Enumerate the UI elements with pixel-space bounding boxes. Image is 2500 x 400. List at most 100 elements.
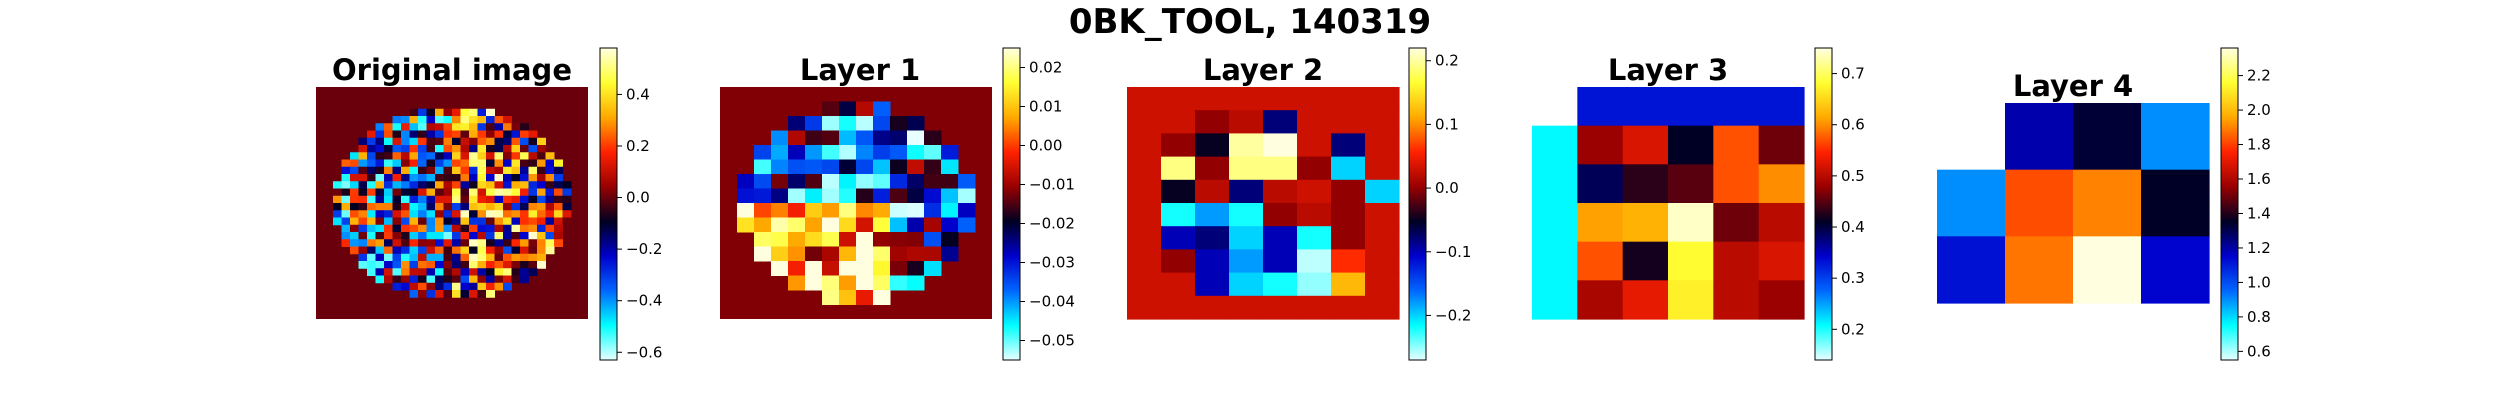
heatmap-cell [1263, 110, 1298, 134]
heatmap-cell [907, 159, 925, 175]
heatmap-cell [2141, 103, 2210, 171]
heatmap-cell [1758, 164, 1805, 204]
heatmap-cell [924, 232, 942, 247]
heatmap-cell [788, 232, 806, 247]
heatmap-cell [443, 116, 453, 124]
heatmap-cell [392, 282, 402, 291]
heatmap-cell [375, 159, 385, 168]
heatmap-cell [839, 261, 857, 276]
heatmap-cell [856, 203, 874, 218]
heatmap-cell [805, 275, 823, 291]
heatmap-cell [1161, 133, 1196, 158]
heatmap-cell [537, 253, 546, 262]
heatmap-cell [907, 217, 925, 233]
heatmap-cell [520, 232, 529, 240]
heatmap-cell [839, 217, 857, 233]
heatmap-cell [528, 181, 538, 189]
heatmap-cell [528, 152, 538, 160]
heatmap-cell [469, 130, 478, 139]
heatmap-cell [822, 261, 840, 276]
heatmap-cell [469, 145, 478, 153]
heatmap-cell [924, 159, 942, 175]
heatmap-cell [452, 246, 461, 255]
heatmap-cell [520, 253, 529, 262]
heatmap-cell [401, 181, 410, 189]
heatmap-image [1532, 87, 1805, 320]
heatmap-cell [528, 210, 538, 218]
heatmap-cell [2073, 103, 2142, 171]
heatmap-cell [754, 232, 772, 247]
heatmap-cell [537, 145, 546, 153]
heatmap-cell [401, 268, 410, 276]
heatmap-cell [1127, 179, 1162, 204]
heatmap-cell [384, 174, 393, 182]
heatmap-cell [511, 123, 521, 131]
heatmap-cell [520, 275, 529, 284]
heatmap-cell [443, 166, 453, 175]
heatmap-cell [822, 159, 840, 175]
heatmap-cell [341, 232, 351, 240]
colorbar-tick-label: −0.01 [1029, 176, 1075, 194]
colorbar-tick-label: 0.4 [626, 85, 650, 103]
heatmap-cell [805, 188, 823, 204]
heatmap-cell [528, 246, 538, 255]
heatmap-cell [511, 261, 521, 269]
heatmap-cell [528, 203, 538, 211]
heatmap-cell [443, 152, 453, 160]
heatmap-cell [367, 232, 376, 240]
heatmap-cell [375, 181, 385, 189]
heatmap-cell [486, 253, 495, 262]
heatmap-cell [392, 203, 402, 211]
heatmap-cell [418, 253, 427, 262]
heatmap-cell [469, 174, 478, 182]
heatmap-cell [822, 246, 840, 262]
heatmap-cell [941, 188, 959, 204]
heatmap-cell [520, 268, 529, 276]
heatmap-cell [737, 188, 755, 204]
heatmap-cell [401, 195, 410, 204]
heatmap-cell [503, 261, 512, 269]
heatmap-cell [873, 246, 891, 262]
heatmap-cell [788, 217, 806, 233]
heatmap-cell [1297, 133, 1332, 158]
heatmap-cell [907, 145, 925, 160]
heatmap-cell [528, 188, 538, 197]
heatmap-cell [754, 217, 772, 233]
heatmap-cell [477, 195, 487, 204]
heatmap-cell [1365, 133, 1400, 158]
heatmap-cell [788, 261, 806, 276]
heatmap-cell [1297, 87, 1332, 111]
heatmap-cell [1161, 156, 1196, 181]
heatmap-cell [545, 174, 555, 182]
heatmap-cell [443, 181, 453, 189]
heatmap-cell [443, 253, 453, 262]
heatmap-cell [562, 181, 572, 189]
heatmap-cell [460, 246, 470, 255]
heatmap-cell [375, 137, 385, 146]
heatmap-cell [907, 174, 925, 189]
heatmap-cell [384, 224, 393, 233]
heatmap-cell [1532, 203, 1578, 243]
heatmap-cell [805, 145, 823, 160]
heatmap-cell [1161, 179, 1196, 204]
heatmap-cell [443, 275, 453, 284]
heatmap-cell [477, 181, 487, 189]
heatmap-cell [486, 145, 495, 153]
heatmap-cell [503, 152, 512, 160]
heatmap-cell [1127, 156, 1162, 181]
heatmap-cell [392, 195, 402, 204]
heatmap-cell [477, 116, 487, 124]
heatmap-cell [384, 239, 393, 247]
heatmap-cell [435, 232, 444, 240]
heatmap-cell [1297, 203, 1332, 227]
heatmap-cell [924, 174, 942, 189]
heatmap-cell [358, 232, 368, 240]
heatmap-cell [545, 152, 555, 160]
heatmap-cell [1758, 280, 1805, 320]
heatmap-cell [1195, 110, 1230, 134]
heatmap-cell [426, 246, 436, 255]
heatmap-cell [511, 137, 521, 146]
heatmap-cell [856, 159, 874, 175]
heatmap-cell [1229, 203, 1264, 227]
heatmap-cell [477, 188, 487, 197]
